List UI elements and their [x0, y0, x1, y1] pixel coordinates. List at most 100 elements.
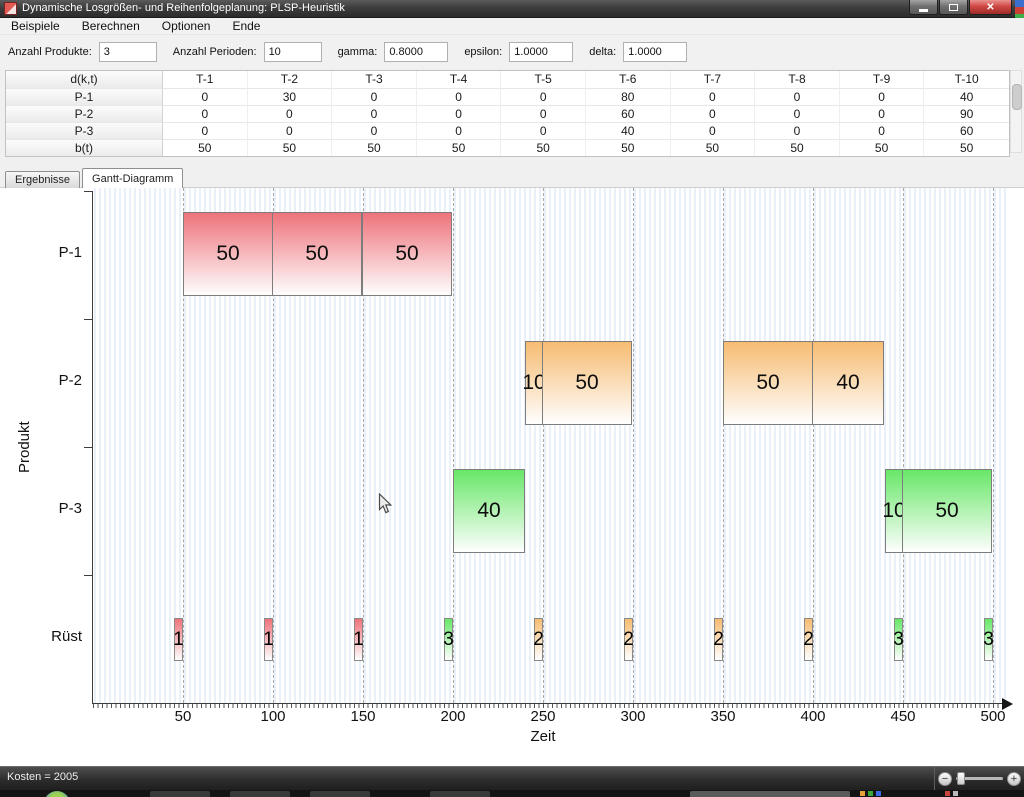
tray-icon[interactable]	[953, 791, 958, 796]
table-cell: 50	[501, 140, 586, 156]
table-cell: 0	[163, 89, 248, 106]
zoom-slider-thumb[interactable]	[957, 772, 965, 785]
x-tick-label: 50	[174, 708, 192, 725]
table-cell: 0	[163, 123, 248, 140]
tray-icon[interactable]	[868, 791, 873, 796]
table-header: d(k,t)	[6, 71, 163, 89]
table-cell: 50	[586, 140, 671, 156]
setup-label: 1	[263, 628, 274, 650]
bar-label: 50	[935, 499, 959, 522]
field-input-1[interactable]	[263, 41, 322, 62]
bar-label: 40	[477, 499, 501, 522]
table-cell: 0	[755, 89, 840, 106]
tab-gantt-diagramm[interactable]: Gantt-Diagramm	[82, 168, 184, 188]
taskbar-button[interactable]	[430, 791, 490, 797]
table-cell: 0	[670, 89, 756, 106]
table-cell: 0	[501, 89, 586, 106]
menu-item-ende[interactable]: Ende	[232, 19, 261, 33]
setup-label: 1	[353, 628, 364, 650]
setup-label: 3	[893, 628, 904, 650]
field-input-0[interactable]	[98, 41, 157, 62]
table-cell: 60	[924, 123, 1009, 140]
menu-item-beispiele[interactable]: Beispiele	[11, 19, 60, 33]
row-label-p-1: P-1	[58, 244, 82, 261]
gantt-gridline	[633, 188, 634, 703]
row-label-p-2: P-2	[58, 372, 82, 389]
minimize-button[interactable]	[909, 0, 938, 15]
table-cell: 0	[247, 106, 333, 123]
demand-table: d(k,t) T-1 T-2 T-3 T-4 T-5 T-6 T-7 T-8 T-9 T-10 P-1…	[5, 70, 1010, 157]
taskbar-button[interactable]	[310, 791, 370, 797]
field-input-2[interactable]	[384, 41, 449, 62]
table-cell: 40	[585, 123, 671, 140]
table-cell: 0	[839, 106, 925, 123]
close-button[interactable]: ✕	[969, 0, 1012, 15]
table-header: T-3	[332, 71, 417, 89]
taskbar-button[interactable]	[150, 791, 210, 797]
mouse-cursor-icon	[378, 492, 393, 520]
y-axis-line	[92, 191, 93, 703]
x-axis-line	[92, 703, 1003, 704]
taskbar-button[interactable]	[690, 791, 850, 797]
maximize-button[interactable]	[939, 0, 968, 15]
tab-ergebnisse[interactable]: Ergebnisse	[5, 171, 81, 188]
bar-label: 50	[395, 242, 419, 265]
setup-marker: 3	[443, 618, 454, 661]
zoom-slider-track[interactable]	[956, 772, 1003, 785]
x-axis-arrow-icon	[1002, 698, 1013, 710]
setup-label: 1	[173, 628, 184, 650]
x-tick-label: 500	[980, 708, 1006, 725]
desktop-icon-fragment	[1015, 0, 1024, 24]
x-axis-minor-ticks	[93, 704, 1001, 708]
titlebar: Dynamische Losgrößen- und Reihenfolgepla…	[0, 0, 1024, 21]
x-tick-label: 400	[800, 708, 826, 725]
bar-label: 10	[522, 371, 546, 394]
setup-marker: 1	[263, 618, 274, 661]
field-label: Anzahl Perioden:	[172, 45, 257, 58]
bar-label: 50	[305, 242, 329, 265]
gantt-gridline	[543, 188, 544, 703]
table-scrollbar[interactable]	[1010, 70, 1022, 153]
field-input-4[interactable]	[623, 41, 688, 62]
bar-label: 50	[575, 371, 599, 394]
minimize-icon	[919, 8, 928, 12]
setup-label: 2	[623, 628, 634, 650]
gantt-bar: 50	[902, 469, 992, 553]
row-label-p-3: P-3	[58, 500, 82, 517]
tray-icon[interactable]	[945, 791, 950, 796]
table-scrollbar-thumb[interactable]	[1012, 84, 1022, 110]
tray-icon[interactable]	[876, 791, 881, 796]
table-cell: 0	[332, 106, 417, 123]
zoom-out-button[interactable]: −	[938, 771, 952, 786]
gantt-gridline	[183, 188, 184, 703]
bar-label: 50	[216, 242, 240, 265]
gantt-bar: 10	[882, 469, 906, 553]
zoom-in-button[interactable]: +	[1007, 771, 1021, 786]
taskbar-button[interactable]	[230, 791, 290, 797]
field-label: Anzahl Produkte:	[8, 45, 92, 58]
start-button[interactable]	[44, 791, 70, 797]
table-cell: 50	[960, 141, 974, 155]
gantt-bar: 50	[272, 212, 362, 296]
table-row-label: b(t)	[6, 140, 163, 156]
table-row-label: P-1	[6, 89, 163, 106]
table-cell: 50	[332, 140, 417, 156]
table-cell: 30	[247, 89, 333, 106]
setup-label: 3	[443, 628, 454, 650]
menubar: Beispiele Berechnen Optionen Ende	[0, 18, 1024, 35]
gantt-bar: 50	[362, 212, 452, 296]
toolbar: Anzahl Produkte: Anzahl Perioden: gamma: ep…	[0, 35, 1024, 68]
field-input-3[interactable]	[509, 41, 574, 62]
bar-label: 50	[756, 371, 780, 394]
menu-item-optionen[interactable]: Optionen	[161, 19, 211, 33]
setup-label: 2	[713, 628, 724, 650]
tray-icon[interactable]	[860, 791, 865, 796]
table-cell: 0	[163, 106, 248, 123]
gantt-bar: 50	[723, 341, 813, 425]
table-cell: 0	[247, 123, 333, 140]
setup-marker: 1	[173, 618, 184, 661]
menu-item-berechnen[interactable]: Berechnen	[81, 19, 140, 33]
gantt-gridline	[723, 188, 724, 703]
table-row-label: P-3	[6, 123, 163, 140]
setup-marker: 2	[533, 618, 544, 661]
